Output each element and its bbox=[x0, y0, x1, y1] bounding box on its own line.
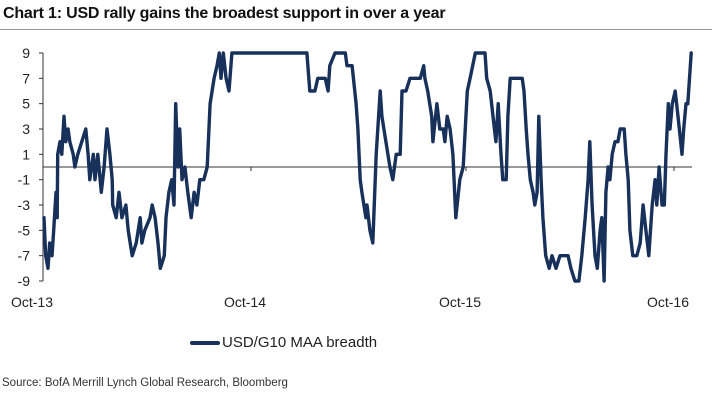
y-tick-label: -1 bbox=[18, 172, 31, 188]
line-chart: 9 7 5 3 1 -1 -3 -5 -7 -9 Oct-13 Oct-14 Oct-15 Oct-16 bbox=[11, 45, 693, 310]
legend: USD/G10 MAA breadth bbox=[190, 334, 377, 351]
plot-area bbox=[42, 51, 693, 283]
x-axis: Oct-13 Oct-14 Oct-15 Oct-16 bbox=[11, 166, 692, 310]
y-tick-label: 9 bbox=[22, 45, 30, 61]
y-tick-label: 5 bbox=[22, 96, 30, 112]
legend-label: USD/G10 MAA breadth bbox=[222, 334, 378, 351]
series-line-usd-g10-maa-breadth bbox=[42, 51, 693, 283]
legend-swatch bbox=[190, 340, 220, 345]
y-axis: 9 7 5 3 1 -1 -3 -5 -7 -9 bbox=[18, 45, 44, 289]
x-tick-label: Oct-15 bbox=[439, 294, 481, 310]
source-note: Source: BofA Merrill Lynch Global Resear… bbox=[2, 377, 288, 389]
y-tick-label: -7 bbox=[18, 248, 31, 264]
y-tick-label: 1 bbox=[22, 146, 30, 162]
title-divider bbox=[0, 29, 712, 30]
y-tick-label: -5 bbox=[18, 222, 31, 238]
chart-title: Chart 1: USD rally gains the broadest su… bbox=[3, 5, 446, 22]
y-tick-label: -9 bbox=[18, 273, 31, 289]
x-tick-label: Oct-16 bbox=[647, 294, 689, 310]
y-tick-label: 7 bbox=[22, 70, 30, 86]
x-tick-label: Oct-14 bbox=[224, 294, 266, 310]
y-tick-label: -3 bbox=[18, 197, 31, 213]
y-tick-label: 3 bbox=[22, 121, 30, 137]
x-tick-label: Oct-13 bbox=[11, 294, 53, 310]
